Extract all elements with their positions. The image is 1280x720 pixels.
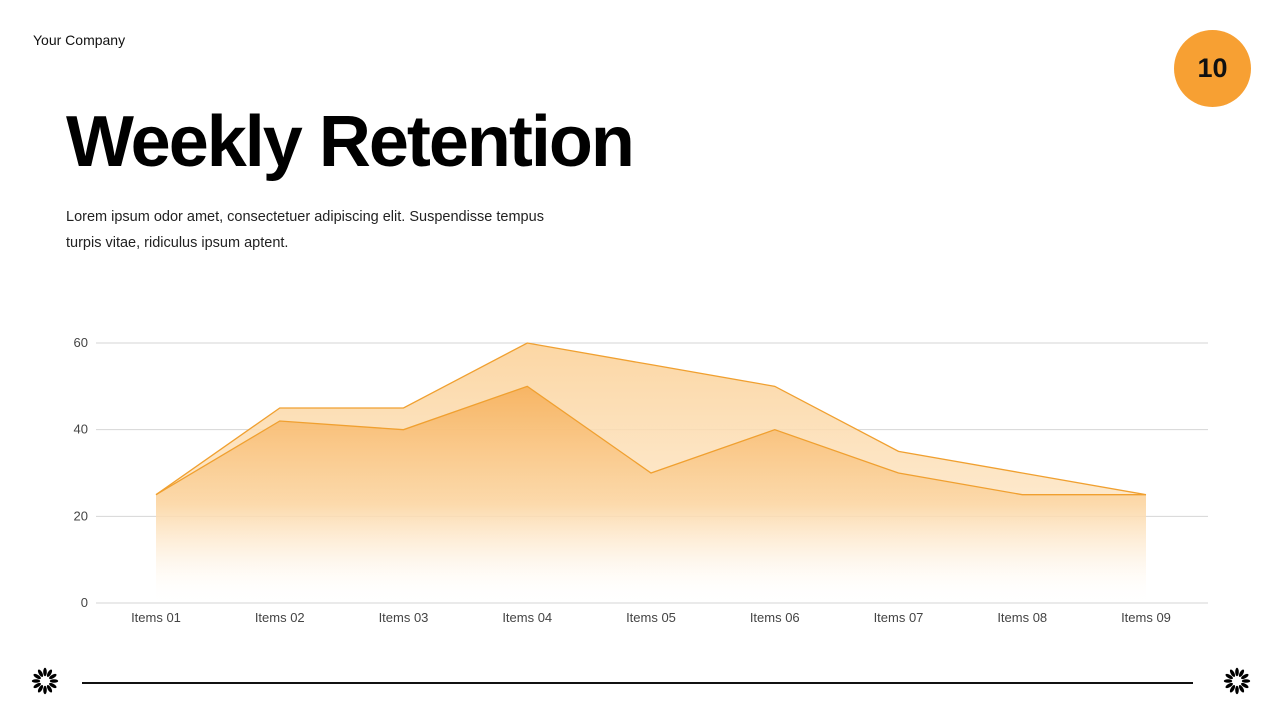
y-tick-label: 0 (81, 595, 88, 610)
x-tick-label: Items 04 (502, 610, 552, 625)
y-tick-label: 60 (74, 335, 88, 350)
sunburst-icon (1223, 667, 1251, 695)
page-title: Weekly Retention (66, 102, 635, 182)
x-tick-label: Items 08 (997, 610, 1047, 625)
series-1-line (155, 342, 1147, 496)
series-2-area (156, 386, 1146, 603)
area-chart: 0 20 40 60 Items 01 Items 02 Items 03 Items 04… (74, 335, 1208, 625)
page-number-badge: 10 (1174, 30, 1251, 107)
x-tick-label: Items 09 (1121, 610, 1171, 625)
y-tick-label: 20 (74, 508, 88, 523)
y-tick-label: 40 (74, 422, 88, 437)
sunburst-icon (31, 667, 59, 695)
x-tick-label: Items 07 (874, 610, 924, 625)
x-axis-ticks: Items 01 Items 02 Items 03 Items 04 Items 05… (131, 610, 1171, 625)
page-subtitle: Lorem ipsum odor amet, consectetuer adip… (66, 209, 544, 251)
x-tick-label: Items 02 (255, 610, 305, 625)
x-tick-label: Items 03 (379, 610, 429, 625)
footer-divider (82, 682, 1193, 684)
x-tick-label: Items 06 (750, 610, 800, 625)
y-axis-ticks: 0 20 40 60 (74, 335, 88, 610)
x-tick-label: Items 01 (131, 610, 181, 625)
series-2-line (155, 385, 1146, 496)
company-name: Your Company (33, 32, 126, 48)
x-tick-label: Items 05 (626, 610, 676, 625)
